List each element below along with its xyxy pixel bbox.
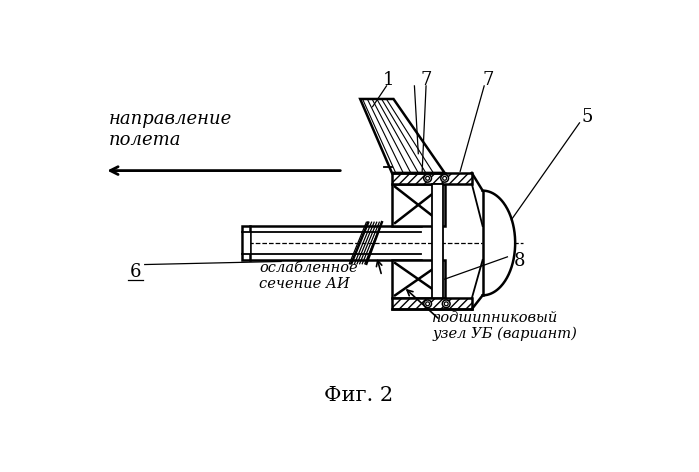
Bar <box>392 260 445 298</box>
Circle shape <box>424 175 431 182</box>
Polygon shape <box>360 99 445 173</box>
Text: направление
полета: направление полета <box>109 110 232 149</box>
Text: ослабленное
сечение АИ: ослабленное сечение АИ <box>259 261 358 291</box>
Text: подшипниковый
узел УБ (вариант): подшипниковый узел УБ (вариант) <box>432 311 577 341</box>
Circle shape <box>426 177 430 180</box>
Bar <box>243 226 250 260</box>
Circle shape <box>442 300 450 308</box>
Text: 6: 6 <box>130 263 141 281</box>
Bar <box>392 173 472 184</box>
Text: Фиг. 2: Фиг. 2 <box>324 386 393 405</box>
Text: 1: 1 <box>382 71 394 89</box>
Bar <box>244 232 250 254</box>
Text: 7: 7 <box>482 71 493 89</box>
Circle shape <box>445 302 448 306</box>
Polygon shape <box>482 191 515 295</box>
Bar <box>392 298 472 309</box>
Text: 7: 7 <box>420 71 432 89</box>
Circle shape <box>424 300 431 308</box>
Circle shape <box>441 175 449 182</box>
Circle shape <box>442 177 447 180</box>
Text: 8: 8 <box>513 252 525 270</box>
Text: 5: 5 <box>582 108 593 126</box>
Bar <box>392 184 445 226</box>
Bar <box>432 184 443 298</box>
Circle shape <box>426 302 430 306</box>
